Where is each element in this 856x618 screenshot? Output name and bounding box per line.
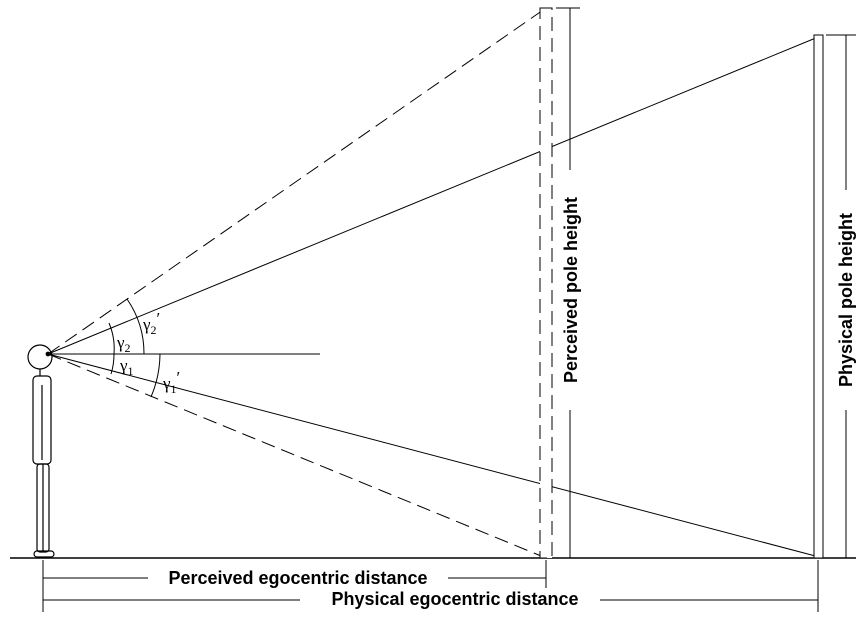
observer-foot bbox=[33, 550, 55, 558]
sight-line-physical-top bbox=[47, 34, 824, 355]
perceived-pole-height-label: Perceived pole height bbox=[561, 197, 581, 383]
arc-gamma2-prime bbox=[126, 298, 145, 355]
angle-gamma1-label: γ1 bbox=[119, 356, 134, 378]
arc-gamma1 bbox=[110, 353, 115, 375]
arc-gamma1-prime bbox=[150, 353, 161, 398]
sight-line-perceived-top bbox=[47, 7, 547, 355]
observer-head bbox=[27, 344, 53, 370]
arc-gamma2 bbox=[108, 322, 115, 355]
perceived-egocentric-distance-label: Perceived egocentric distance bbox=[168, 568, 427, 588]
perceived-pole bbox=[539, 7, 553, 559]
angle-arcs bbox=[108, 298, 161, 398]
observer-figure bbox=[27, 344, 55, 558]
angle-gamma2-label: γ2 bbox=[116, 333, 131, 355]
sight-line-perceived-bottom bbox=[47, 353, 547, 559]
physical-egocentric-distance-label: Physical egocentric distance bbox=[331, 589, 578, 609]
angle-gamma1-prime-label: γ1′ bbox=[162, 368, 180, 396]
physical-pole-height-label: Physical pole height bbox=[836, 213, 856, 387]
sight-line-physical-bottom bbox=[47, 353, 824, 559]
angle-gamma2-prime-label: γ2′ bbox=[142, 309, 160, 337]
physical-pole bbox=[813, 34, 824, 559]
